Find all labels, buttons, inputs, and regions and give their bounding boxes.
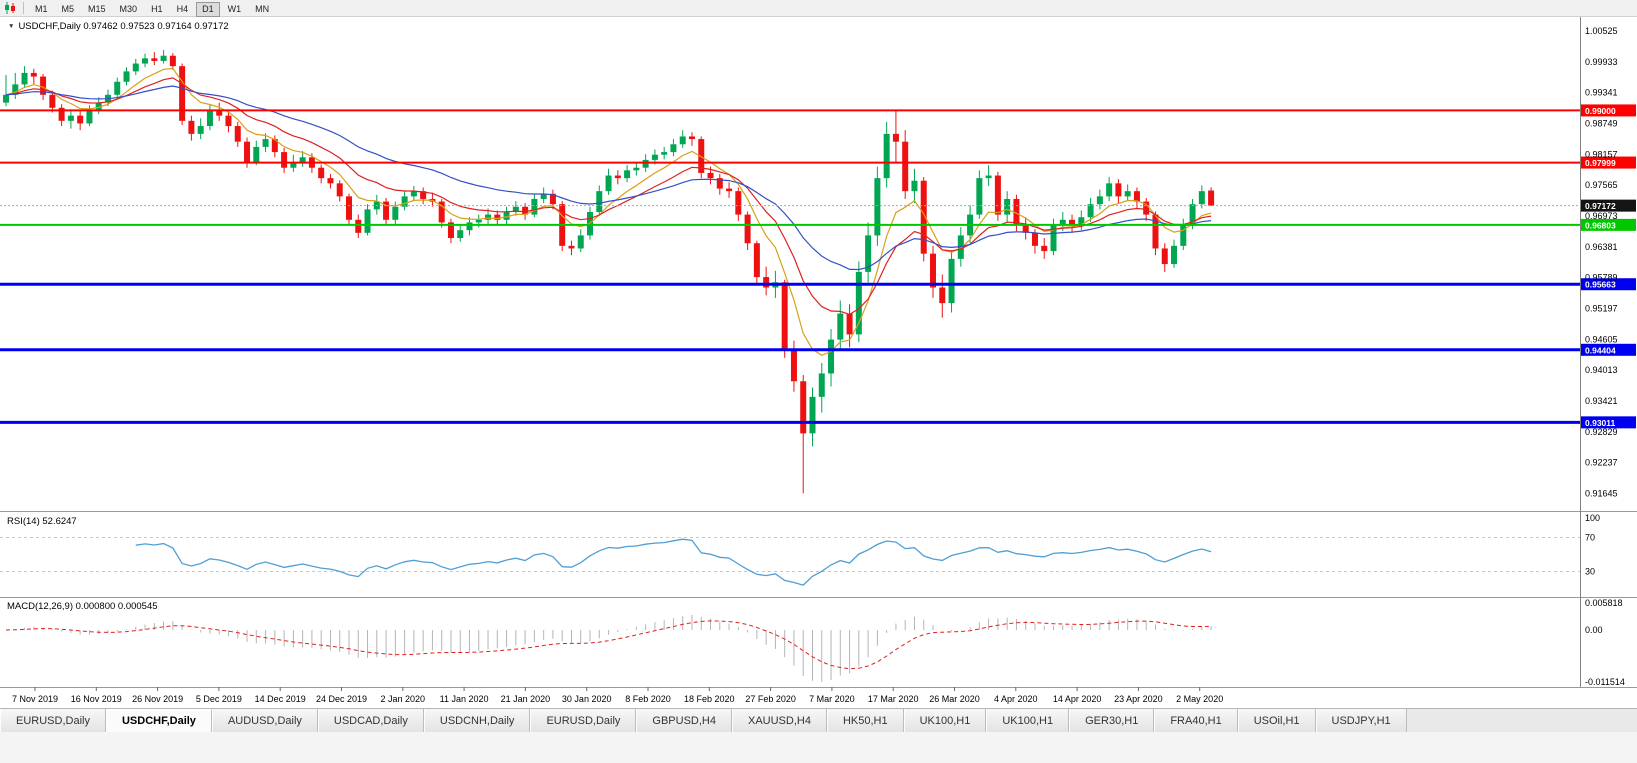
bid-price-label	[1581, 199, 1636, 212]
hline-price-label-0.96803	[1581, 218, 1636, 231]
date-axis-label: 2 May 2020	[1176, 694, 1223, 704]
chart-tab-2-audusd-daily[interactable]: AUDUSD,Daily	[211, 709, 318, 732]
chart-tab-6-gbpusd-h4[interactable]: GBPUSD,H4	[636, 709, 732, 732]
chart-tab-12-fra40-h1[interactable]: FRA40,H1	[1154, 709, 1238, 732]
date-axis-label: 8 Feb 2020	[625, 694, 671, 704]
price-axis-label: 0.98157	[1585, 149, 1618, 159]
price-axis-label: 0.94605	[1585, 334, 1618, 344]
timeframe-button-m5[interactable]: M5	[56, 2, 81, 17]
timeframe-buttons: M1 M5 M15 M30 H1 H4 D1 W1 MN	[28, 0, 276, 17]
date-axis-label: 7 Mar 2020	[809, 694, 855, 704]
date-axis-label: 30 Jan 2020	[562, 694, 612, 704]
hline-price-label-0.93011	[1581, 416, 1636, 429]
macd-scale-label: 0.00	[1585, 625, 1603, 635]
date-axis-label: 11 Jan 2020	[440, 694, 489, 704]
hline-price-text-0.95663: 0.95663	[1585, 280, 1616, 290]
hline-price-label-0.97999	[1581, 156, 1636, 169]
macd-histogram	[14, 614, 1212, 683]
price-axis-label: 0.99933	[1585, 57, 1618, 67]
date-axis-label: 16 Nov 2019	[71, 694, 122, 704]
date-axis-label: 21 Jan 2020	[501, 694, 551, 704]
hline-price-label-0.94404	[1581, 343, 1636, 356]
chart-tab-1-usdchf-daily[interactable]: USDCHF,Daily	[105, 709, 212, 732]
date-axis-label: 5 Dec 2019	[196, 694, 242, 704]
timeframe-button-h1[interactable]: H1	[145, 2, 169, 17]
chart-tab-4-usdcnh-daily[interactable]: USDCNH,Daily	[423, 709, 531, 732]
timeframe-button-d1[interactable]: D1	[196, 2, 220, 17]
date-axis-label: 7 Nov 2019	[12, 694, 58, 704]
macd-scale-label: -0.011514	[1585, 677, 1625, 687]
bottom-filler	[0, 732, 1637, 763]
rsi-scale-label-70: 70	[1585, 533, 1595, 543]
timeframe-button-m1[interactable]: M1	[29, 2, 54, 17]
timeframe-toolbar: M1 M5 M15 M30 H1 H4 D1 W1 MN	[0, 0, 1637, 17]
price-axis-label: 0.97565	[1585, 180, 1618, 190]
date-axis[interactable]	[0, 687, 1580, 708]
hline-price-text-0.93011: 0.93011	[1585, 418, 1616, 428]
chart-tab-13-usoil-h1[interactable]: USOil,H1	[1237, 709, 1316, 732]
date-axis-label: 18 Feb 2020	[684, 694, 735, 704]
chart-tab-0-eurusd-daily[interactable]: EURUSD,Daily	[0, 709, 106, 732]
price-axis-label: 0.92829	[1585, 427, 1618, 437]
date-axis-label: 2 Jan 2020	[381, 694, 426, 704]
timeframe-button-h4[interactable]: H4	[171, 2, 195, 17]
chart-tabbar: EURUSD,Daily USDCHF,Daily AUDUSD,Daily USDC…	[0, 708, 1637, 732]
date-axis-label: 24 Dec 2019	[316, 694, 367, 704]
chart-tab-10-uk100-h1[interactable]: UK100,H1	[986, 709, 1070, 732]
price-axis-label: 0.98749	[1585, 119, 1618, 129]
timeframe-button-m30[interactable]: M30	[114, 2, 144, 17]
date-axis-label: 17 Mar 2020	[868, 694, 919, 704]
price-axis-label: 0.95197	[1585, 304, 1618, 314]
chart-tabs: EURUSD,Daily USDCHF,Daily AUDUSD,Daily USDC…	[0, 709, 1407, 732]
price-chart[interactable]: 0.99000 0.97999 0.96803 0.95663 0.94404 0.930…	[0, 17, 1637, 708]
chart-tab-5-eurusd-daily[interactable]: EURUSD,Daily	[530, 709, 637, 732]
hline-price-label-0.99000	[1581, 104, 1636, 117]
price-axis-label: 0.99341	[1585, 88, 1618, 98]
rsi-scale-label-100: 100	[1585, 513, 1600, 523]
hline-price-text-0.97999: 0.97999	[1585, 158, 1616, 168]
chart-tab-3-usdcad-daily[interactable]: USDCAD,Daily	[317, 709, 424, 732]
price-axis-label: 0.93421	[1585, 396, 1618, 406]
chart-tab-7-xauusd-h4[interactable]: XAUUSD,H4	[731, 709, 827, 732]
price-axis-label: 0.95789	[1585, 273, 1618, 283]
timeframe-button-w1[interactable]: W1	[222, 2, 248, 17]
hline-price-text-0.96803: 0.96803	[1585, 220, 1616, 230]
date-axis-label: 14 Dec 2019	[255, 694, 306, 704]
price-axis-label: 0.91645	[1585, 489, 1618, 499]
rsi-scale-label-30: 30	[1585, 567, 1595, 577]
price-axis-label: 0.96973	[1585, 211, 1618, 221]
chart-tab-9-uk100-h1[interactable]: UK100,H1	[903, 709, 987, 732]
timeframe-button-mn[interactable]: MN	[249, 2, 275, 17]
toolbar-separator	[23, 2, 24, 14]
candlesticks	[3, 50, 1215, 494]
macd-scale-label: 0.005818	[1585, 598, 1623, 608]
price-axis-label: 0.92237	[1585, 458, 1618, 468]
price-axis-label: 1.00525	[1585, 26, 1618, 36]
macd-signal-line	[5, 620, 1212, 670]
price-axis-label: 0.94013	[1585, 365, 1618, 375]
chart-background[interactable]	[0, 17, 1637, 708]
date-axis-label: 26 Mar 2020	[929, 694, 980, 704]
candlestick-chart-icon[interactable]	[3, 2, 17, 14]
date-axis-label: 4 Apr 2020	[994, 694, 1038, 704]
date-axis-label: 26 Nov 2019	[132, 694, 183, 704]
chart-tab-8-hk50-h1[interactable]: HK50,H1	[826, 709, 904, 732]
hline-price-text-0.94404: 0.94404	[1585, 345, 1616, 355]
hline-price-text-0.99000: 0.99000	[1585, 106, 1616, 116]
ma-mid-red-line	[5, 77, 1212, 316]
date-axis-label: 23 Apr 2020	[1114, 694, 1163, 704]
ma-slow-blue-line	[5, 85, 1212, 271]
bid-price-text: 0.97172	[1585, 201, 1616, 211]
price-axis[interactable]	[1580, 17, 1637, 687]
timeframe-button-m15[interactable]: M15	[82, 2, 112, 17]
hline-price-label-0.95663	[1581, 278, 1636, 291]
chart-tab-14-usdjpy-h1[interactable]: USDJPY,H1	[1315, 709, 1407, 732]
date-axis-label: 27 Feb 2020	[745, 694, 796, 704]
chart-tab-11-ger30-h1[interactable]: GER30,H1	[1069, 709, 1155, 732]
date-axis-label: 14 Apr 2020	[1053, 694, 1102, 704]
rsi-line	[135, 538, 1212, 586]
price-axis-label: 0.96381	[1585, 242, 1618, 252]
